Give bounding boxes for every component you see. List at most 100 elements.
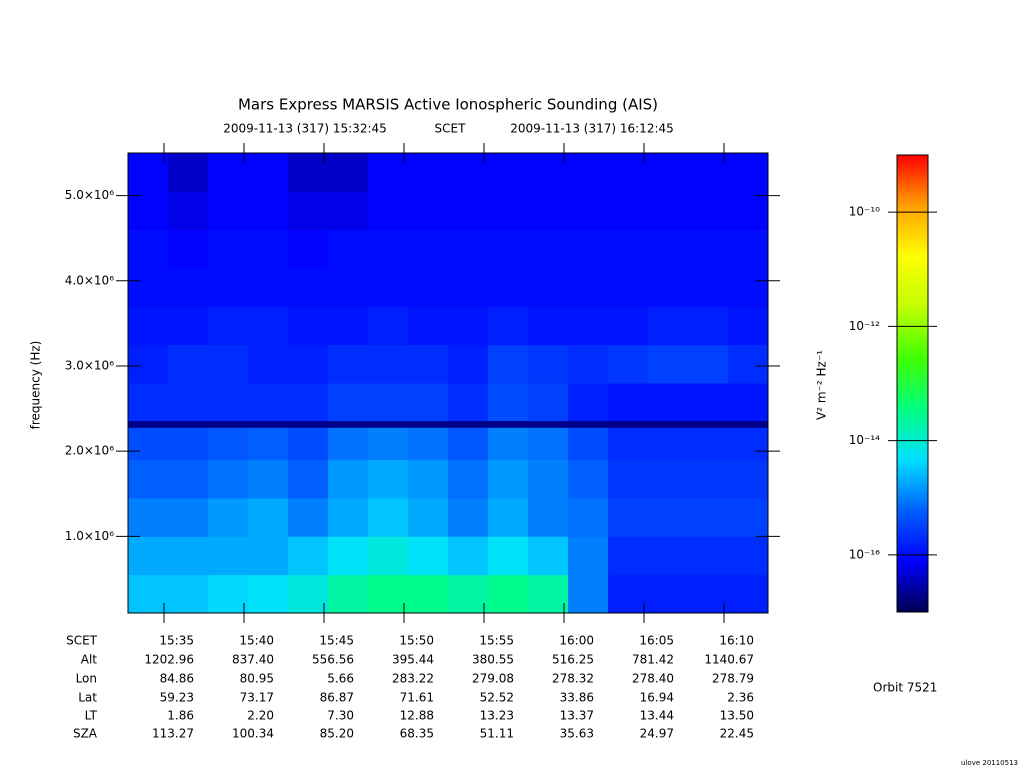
heat-cell bbox=[528, 498, 569, 537]
heat-cell bbox=[128, 420, 169, 428]
y-tick-label: 2.0×10⁶ bbox=[65, 444, 114, 458]
heat-cell bbox=[688, 498, 729, 537]
heat-cell bbox=[288, 427, 329, 461]
heat-cell bbox=[488, 383, 529, 421]
heat-cell bbox=[208, 268, 249, 307]
heat-cell bbox=[648, 229, 689, 269]
heat-cell bbox=[128, 153, 169, 192]
heat-cell bbox=[248, 574, 289, 614]
ephemeris-value: 113.27 bbox=[152, 727, 194, 741]
heat-cell bbox=[608, 498, 649, 537]
heat-cell bbox=[688, 344, 729, 384]
heat-cell bbox=[728, 574, 769, 614]
x-tick-label: 15:55 bbox=[479, 634, 514, 648]
heat-cell bbox=[688, 427, 729, 461]
heat-cell bbox=[128, 383, 169, 421]
ephemeris-label: Lat bbox=[78, 691, 97, 705]
y-tick-label: 5.0×10⁶ bbox=[65, 188, 114, 202]
heat-cell bbox=[328, 427, 369, 461]
heat-cell bbox=[528, 306, 569, 346]
heat-cell bbox=[408, 420, 449, 428]
heat-cell bbox=[288, 459, 329, 499]
ephemeris-value: 13.23 bbox=[480, 709, 514, 723]
heat-cell bbox=[608, 344, 649, 384]
heat-cell bbox=[568, 306, 609, 346]
heat-cell bbox=[208, 498, 249, 537]
heat-cell bbox=[448, 153, 489, 192]
heat-cell bbox=[368, 153, 409, 192]
heat-cell bbox=[688, 420, 729, 428]
heat-cell bbox=[248, 344, 289, 384]
heat-cell bbox=[368, 229, 409, 269]
heat-cell bbox=[528, 229, 569, 269]
heat-cell bbox=[328, 268, 369, 307]
heat-cell bbox=[568, 344, 609, 384]
heat-cell bbox=[168, 153, 209, 192]
heat-cell bbox=[408, 306, 449, 346]
x-tick-label: 16:10 bbox=[719, 634, 754, 648]
heat-cell bbox=[288, 498, 329, 537]
heat-cell bbox=[328, 498, 369, 537]
heat-cell bbox=[288, 574, 329, 614]
footer: ulove 20110513 bbox=[961, 759, 1018, 767]
heat-cell bbox=[128, 191, 169, 231]
ephemeris-value: 13.50 bbox=[720, 709, 754, 723]
heat-cell bbox=[288, 306, 329, 346]
heat-cell bbox=[488, 268, 529, 307]
heat-cell bbox=[448, 383, 489, 421]
heat-cell bbox=[648, 344, 689, 384]
heat-cell bbox=[688, 191, 729, 231]
ephemeris-value: 84.86 bbox=[160, 672, 194, 686]
heat-cell bbox=[448, 229, 489, 269]
heat-cell bbox=[168, 383, 209, 421]
ephemeris-value: 2.20 bbox=[247, 709, 274, 723]
heat-cell bbox=[648, 427, 689, 461]
heat-cell bbox=[208, 306, 249, 346]
heat-cell bbox=[648, 459, 689, 499]
heat-cell bbox=[208, 459, 249, 499]
ephemeris-value: 283.22 bbox=[392, 672, 434, 686]
heat-cell bbox=[408, 344, 449, 384]
heat-cell bbox=[728, 383, 769, 421]
heat-cell bbox=[448, 420, 489, 428]
ephemeris-value: 1202.96 bbox=[144, 653, 194, 667]
heat-cell bbox=[608, 459, 649, 499]
heat-cell bbox=[488, 574, 529, 614]
heat-cell bbox=[408, 574, 449, 614]
heat-cell bbox=[608, 268, 649, 307]
heat-cell bbox=[128, 229, 169, 269]
ephemeris-label: LT bbox=[85, 709, 98, 723]
heat-cell bbox=[648, 153, 689, 192]
ephemeris-value: 13.37 bbox=[560, 709, 594, 723]
heat-cell bbox=[568, 153, 609, 192]
ephemeris-value: 556.56 bbox=[312, 653, 354, 667]
heat-cell bbox=[208, 574, 249, 614]
heat-cell bbox=[568, 459, 609, 499]
heat-cell bbox=[688, 459, 729, 499]
ephemeris-value: 13.44 bbox=[640, 709, 674, 723]
ephemeris-value: 395.44 bbox=[392, 653, 434, 667]
heat-cell bbox=[648, 191, 689, 231]
heat-cell bbox=[488, 420, 529, 428]
heat-cell bbox=[408, 536, 449, 576]
y-axis-label: frequency (Hz) bbox=[29, 341, 43, 430]
heat-cell bbox=[448, 306, 489, 346]
x-tick-label: 15:50 bbox=[399, 634, 434, 648]
heat-cell bbox=[488, 498, 529, 537]
heat-cell bbox=[688, 536, 729, 576]
heat-cell bbox=[408, 383, 449, 421]
heat-cell bbox=[368, 344, 409, 384]
start-time: 2009-11-13 (317) 15:32:45 bbox=[223, 122, 387, 136]
heat-cell bbox=[328, 536, 369, 576]
heat-cell bbox=[728, 153, 769, 192]
heat-cell bbox=[208, 427, 249, 461]
heat-cell bbox=[328, 574, 369, 614]
heat-cell bbox=[728, 191, 769, 231]
ephemeris-value: 380.55 bbox=[472, 653, 514, 667]
heat-cell bbox=[128, 498, 169, 537]
heat-cell bbox=[208, 153, 249, 192]
heat-cell bbox=[248, 229, 289, 269]
heat-cell bbox=[168, 420, 209, 428]
heat-cell bbox=[568, 229, 609, 269]
heat-cell bbox=[648, 268, 689, 307]
